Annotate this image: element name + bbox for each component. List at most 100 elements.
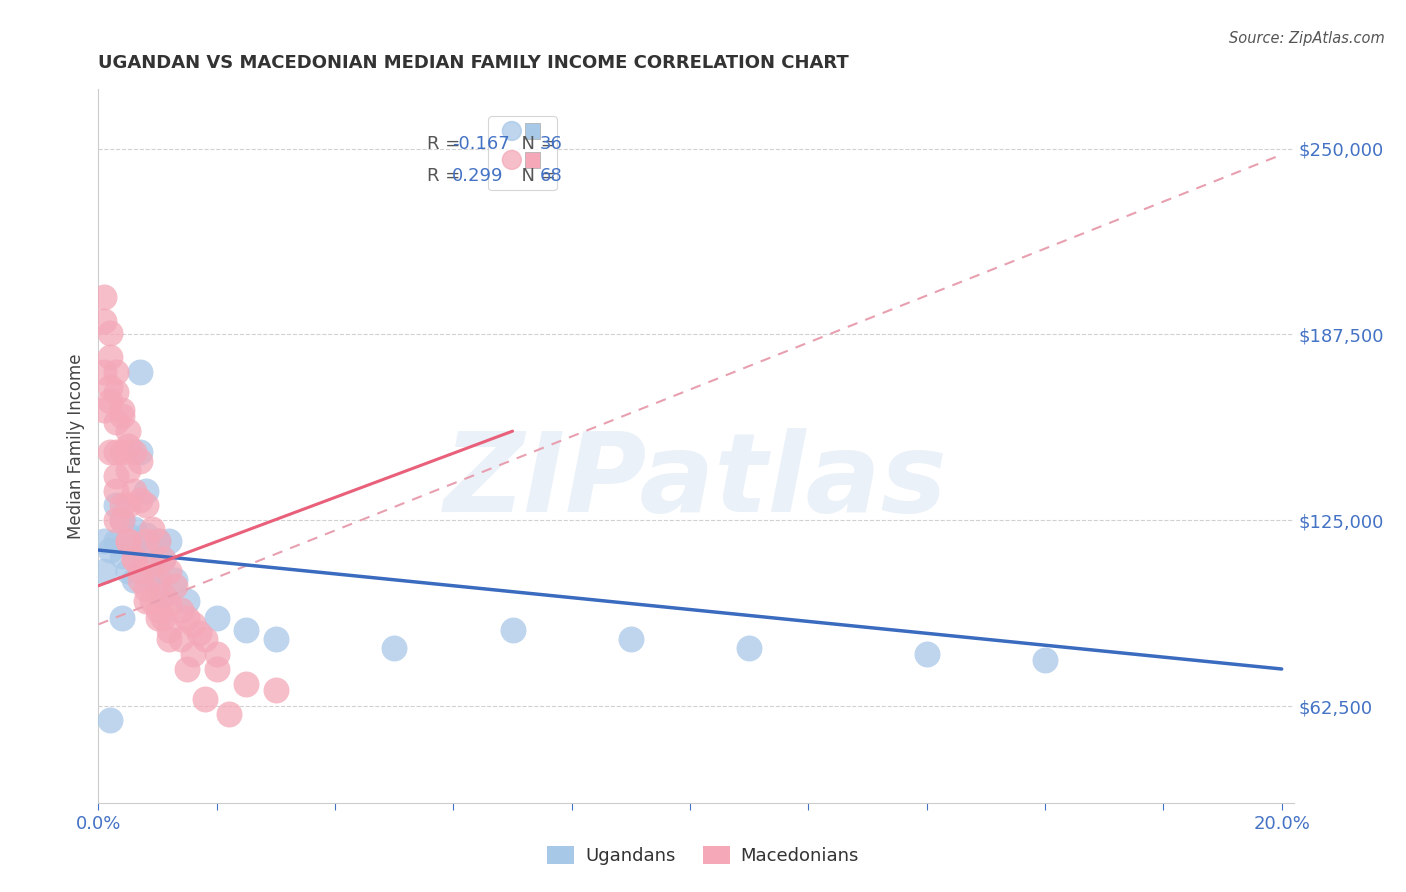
Point [98, 543, 121, 558]
Point [188, 626, 211, 640]
Point [141, 558, 163, 572]
Point [157, 632, 180, 647]
Point [205, 662, 228, 676]
Point [117, 463, 139, 477]
Point [93, 365, 115, 379]
Point [122, 522, 145, 536]
Point [152, 588, 174, 602]
Point [105, 415, 128, 429]
Point [620, 632, 643, 647]
Point [152, 552, 174, 566]
Point [117, 564, 139, 578]
Point [165, 573, 187, 587]
Point [502, 624, 524, 638]
Text: N =: N = [509, 168, 561, 186]
Point [93, 314, 115, 328]
Point [141, 522, 163, 536]
Point [146, 602, 169, 616]
Point [146, 534, 169, 549]
Point [93, 534, 115, 549]
Point [157, 564, 180, 578]
Point [135, 528, 157, 542]
Point [117, 528, 139, 542]
Point [738, 641, 761, 656]
Point [141, 573, 163, 587]
Point [264, 682, 287, 697]
Point [105, 385, 128, 400]
Point [105, 365, 128, 379]
Point [205, 611, 228, 625]
Point [176, 611, 198, 625]
Point [135, 534, 157, 549]
Point [105, 499, 128, 513]
Point [98, 326, 121, 340]
Point [128, 365, 150, 379]
Point [128, 445, 150, 459]
Point [105, 534, 128, 549]
Y-axis label: Median Family Income: Median Family Income [66, 353, 84, 539]
Point [205, 647, 228, 661]
Point [382, 641, 405, 656]
Point [117, 439, 139, 453]
Point [117, 534, 139, 549]
Point [117, 534, 139, 549]
Text: 0.299: 0.299 [453, 168, 503, 186]
Point [135, 483, 157, 498]
Point [157, 534, 180, 549]
Point [194, 632, 217, 647]
Legend: Ugandans, Macedonians: Ugandans, Macedonians [540, 838, 866, 872]
Point [152, 611, 174, 625]
Point [141, 543, 163, 558]
Point [152, 588, 174, 602]
Point [181, 647, 204, 661]
Point [128, 492, 150, 507]
Point [93, 564, 115, 578]
Point [135, 499, 157, 513]
Text: Source: ZipAtlas.com: Source: ZipAtlas.com [1229, 31, 1385, 46]
Point [135, 582, 157, 596]
Point [128, 564, 150, 578]
Point [117, 424, 139, 438]
Point [98, 713, 121, 727]
Point [176, 593, 198, 607]
Point [170, 632, 193, 647]
Point [218, 706, 240, 721]
Point [264, 632, 287, 647]
Point [122, 445, 145, 459]
Point [157, 597, 180, 611]
Point [111, 403, 134, 417]
Point [111, 499, 134, 513]
Point [111, 513, 134, 527]
Point [111, 549, 134, 563]
Point [105, 483, 128, 498]
Point [111, 409, 134, 424]
Text: N =: N = [509, 136, 561, 153]
Point [122, 573, 145, 587]
Text: 68: 68 [540, 168, 562, 186]
Point [141, 593, 163, 607]
Point [105, 445, 128, 459]
Point [135, 593, 157, 607]
Point [176, 662, 198, 676]
Point [146, 611, 169, 625]
Point [128, 573, 150, 587]
Point [122, 552, 145, 566]
Point [157, 624, 180, 638]
Text: R =: R = [427, 136, 465, 153]
Point [93, 290, 115, 304]
Text: 36: 36 [540, 136, 562, 153]
Text: ZIPatlas: ZIPatlas [444, 428, 948, 535]
Point [122, 483, 145, 498]
Text: UGANDAN VS MACEDONIAN MEDIAN FAMILY INCOME CORRELATION CHART: UGANDAN VS MACEDONIAN MEDIAN FAMILY INCO… [98, 54, 849, 72]
Point [915, 647, 938, 661]
Point [122, 543, 145, 558]
Point [146, 573, 169, 587]
Point [235, 677, 257, 691]
Point [122, 552, 145, 566]
Point [181, 617, 204, 632]
Point [194, 691, 217, 706]
Text: -0.167: -0.167 [453, 136, 510, 153]
Point [111, 513, 134, 527]
Legend: , : , [488, 116, 557, 190]
Point [111, 611, 134, 625]
